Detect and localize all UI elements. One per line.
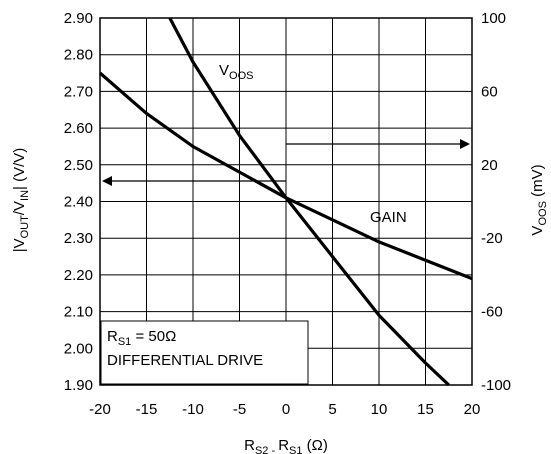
arrow-to-left-axis xyxy=(102,176,286,186)
x-tick-label: 0 xyxy=(282,401,290,418)
series-layer xyxy=(98,17,473,387)
y-left-tick-label: 2.40 xyxy=(64,194,93,211)
rs1-annotation: RS1 = 50Ω xyxy=(107,328,176,348)
y-right-tick-label: 20 xyxy=(481,157,498,174)
x-axis-label: RS2 - RS1 (Ω) xyxy=(244,437,328,454)
plot-frame xyxy=(99,17,473,386)
x-tick-labels: -20 -15 -10 -5 0 5 10 15 20 xyxy=(89,401,480,418)
x-tick-label: -15 xyxy=(136,401,158,418)
gain-curve-label: GAIN xyxy=(370,209,407,226)
y-left-axis-label: |VOUT/VIN| (V/V) xyxy=(11,148,31,253)
y-left-tick-label: 2.20 xyxy=(64,267,93,284)
y-right-tick-labels: -100 -60 -20 20 60 100 xyxy=(481,10,511,394)
y-right-tick-label: -60 xyxy=(481,304,503,321)
y-left-tick-label: 2.90 xyxy=(64,10,93,27)
x-tick-label: 20 xyxy=(464,401,481,418)
y-left-tick-label: 2.70 xyxy=(64,83,93,100)
drive-annotation: DIFFERENTIAL DRIVE xyxy=(107,352,263,369)
y-left-tick-label: 2.50 xyxy=(64,157,93,174)
y-left-tick-label: 2.10 xyxy=(64,304,93,321)
x-tick-label: 10 xyxy=(371,401,388,418)
x-tick-label: 15 xyxy=(417,401,434,418)
y-left-tick-label: 2.00 xyxy=(64,340,93,357)
y-left-tick-label: 2.80 xyxy=(64,47,93,64)
y-right-tick-label: -100 xyxy=(481,377,511,394)
x-tick-label: -20 xyxy=(89,401,111,418)
voos-curve-label: VOOS xyxy=(219,62,253,82)
x-tick-label: 5 xyxy=(328,401,336,418)
y-left-tick-labels: 1.90 2.00 2.10 2.20 2.30 2.40 2.50 2.60 2.70 2.80… xyxy=(64,10,93,394)
y-right-tick-label: 60 xyxy=(481,83,498,100)
x-tick-label: -5 xyxy=(233,401,246,418)
y-left-tick-label: 2.30 xyxy=(64,230,93,247)
y-left-tick-label: 2.60 xyxy=(64,120,93,137)
y-right-tick-label: -20 xyxy=(481,230,503,247)
y-right-tick-label: 100 xyxy=(481,10,506,27)
y-left-tick-label: 1.90 xyxy=(64,377,93,394)
annotation-box xyxy=(100,320,309,385)
x-tick-label: -10 xyxy=(182,401,204,418)
series-line-voos xyxy=(168,17,450,387)
arrow-to-right-axis xyxy=(286,139,470,149)
y-right-axis-label: VOOS (mV) xyxy=(529,164,549,235)
